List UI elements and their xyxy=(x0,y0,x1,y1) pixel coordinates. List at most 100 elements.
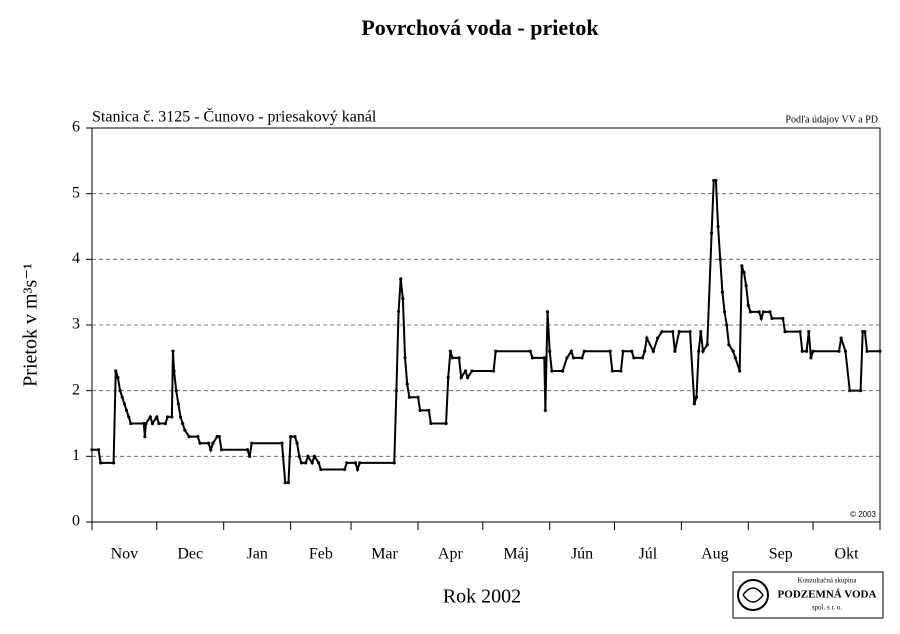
data-point xyxy=(250,441,254,445)
data-point xyxy=(310,461,314,465)
data-point xyxy=(807,329,811,334)
data-point xyxy=(171,349,175,353)
data-point xyxy=(429,421,433,426)
data-point xyxy=(217,435,221,439)
data-point xyxy=(632,356,636,360)
data-point xyxy=(865,349,869,353)
data-point xyxy=(660,329,664,334)
logo: Konzultačná skupina PODZEMNÁ VODA spol. … xyxy=(732,571,884,619)
x-tick-label: Mar xyxy=(371,546,398,563)
data-point xyxy=(165,415,170,419)
data-point xyxy=(809,356,813,360)
data-point xyxy=(312,454,316,458)
data-point xyxy=(748,310,753,314)
data-point xyxy=(692,402,696,406)
logo-text: Konzultačná skupina xyxy=(798,577,858,585)
data-point xyxy=(761,310,766,314)
data-point xyxy=(671,329,675,334)
data-point xyxy=(418,408,422,412)
data-point xyxy=(183,428,187,432)
data-point xyxy=(170,415,174,419)
data-point xyxy=(494,349,498,353)
logo-icon xyxy=(742,587,764,603)
x-axis-label: Rok 2002 xyxy=(443,586,521,608)
data-point xyxy=(701,349,705,353)
data-point xyxy=(401,297,405,301)
data-point xyxy=(722,310,727,314)
data-point xyxy=(187,435,191,439)
data-point xyxy=(542,356,546,360)
x-tick-label: Okt xyxy=(835,546,860,563)
data-point xyxy=(710,231,714,235)
data-point xyxy=(738,369,742,373)
data-point xyxy=(144,421,148,426)
data-point xyxy=(843,349,848,353)
data-point xyxy=(731,349,735,353)
data-point xyxy=(163,421,168,426)
data-point xyxy=(427,408,431,412)
data-point xyxy=(640,356,645,360)
data-point xyxy=(118,389,122,393)
logo-text: spol. s r. o. xyxy=(812,604,843,612)
data-point xyxy=(718,257,722,261)
data-point xyxy=(569,349,573,353)
data-point xyxy=(716,224,720,229)
data-point xyxy=(211,441,215,445)
data-point xyxy=(798,329,802,334)
data-point xyxy=(111,461,116,465)
data-point xyxy=(399,277,403,281)
data-point xyxy=(181,421,185,426)
data-point xyxy=(155,415,159,419)
data-point xyxy=(129,421,133,426)
data-point xyxy=(396,310,401,314)
data-point xyxy=(99,461,103,465)
data-point xyxy=(744,284,748,288)
x-tick-label: Feb xyxy=(309,546,333,563)
data-point xyxy=(643,349,647,353)
data-point xyxy=(740,264,744,268)
data-point xyxy=(289,435,293,439)
data-point xyxy=(582,349,586,353)
data-point xyxy=(699,329,703,334)
data-point xyxy=(196,435,200,439)
chart-subtitle: Stanica č. 3125 - Čunovo - priesakový ka… xyxy=(92,107,377,126)
y-axis-label: Prietok v m³s⁻¹ xyxy=(20,263,42,387)
data-point xyxy=(491,369,496,373)
data-point xyxy=(143,435,147,439)
data-point xyxy=(120,395,124,399)
data-point xyxy=(548,349,552,353)
data-point xyxy=(176,402,180,406)
data-point xyxy=(407,395,411,399)
data-point xyxy=(280,441,284,445)
data-point xyxy=(619,369,623,373)
data-point xyxy=(694,395,699,399)
y-tick-label: 1 xyxy=(72,447,80,464)
y-tick-label: 5 xyxy=(72,184,80,201)
x-tick-label: Jún xyxy=(571,546,593,563)
x-tick-label: Nov xyxy=(111,546,139,563)
data-point xyxy=(96,448,101,452)
data-point xyxy=(545,310,550,314)
data-point xyxy=(466,375,470,380)
data-point xyxy=(714,178,718,183)
data-point xyxy=(392,461,396,465)
data-point xyxy=(621,349,625,353)
data-point xyxy=(757,310,761,314)
data-point xyxy=(283,481,287,485)
logo-icon xyxy=(737,579,769,611)
data-point xyxy=(781,316,785,321)
data-point xyxy=(342,467,347,472)
data-point xyxy=(219,448,224,452)
data-point xyxy=(645,336,649,340)
data-point xyxy=(725,323,729,327)
data-point xyxy=(157,421,161,426)
data-point xyxy=(697,349,701,353)
data-point xyxy=(448,349,452,353)
data-point xyxy=(345,461,349,465)
data-point xyxy=(651,349,655,353)
data-point xyxy=(610,369,614,373)
data-point xyxy=(444,421,448,426)
data-point xyxy=(209,448,213,452)
